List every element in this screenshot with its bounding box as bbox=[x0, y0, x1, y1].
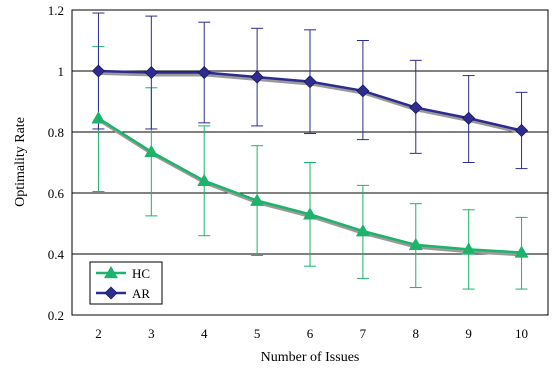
x-tick-label: 7 bbox=[360, 326, 367, 341]
data-point-hc bbox=[355, 224, 370, 237]
legend-label-ar: AR bbox=[132, 286, 150, 301]
x-tick-label: 6 bbox=[307, 326, 314, 341]
data-point-ar bbox=[303, 75, 317, 89]
data-point-hc bbox=[302, 207, 318, 220]
data-point-hc bbox=[408, 237, 423, 251]
x-tick-label: 3 bbox=[148, 326, 155, 341]
data-point-hc bbox=[461, 242, 476, 255]
y-tick-label: 0.2 bbox=[48, 308, 64, 323]
legend-box bbox=[89, 261, 163, 305]
data-point-ar bbox=[197, 65, 211, 80]
series-markers bbox=[91, 64, 529, 258]
y-tick-label: 0.6 bbox=[48, 186, 65, 201]
y-tick-labels: 0.2 0.4 0.6 0.8 1 1.2 bbox=[48, 3, 65, 323]
data-point-hc bbox=[514, 245, 529, 258]
x-tick-label: 5 bbox=[254, 326, 261, 341]
x-tick-label: 2 bbox=[95, 326, 102, 341]
legend-marker-ar bbox=[104, 286, 118, 300]
data-point-ar bbox=[91, 64, 105, 78]
x-tick-label: 8 bbox=[413, 326, 420, 341]
data-point-ar bbox=[462, 111, 476, 125]
data-point-hc bbox=[91, 111, 106, 124]
x-tick-label: 9 bbox=[465, 326, 472, 341]
legend-label-hc: HC bbox=[132, 266, 150, 281]
y-axis-title: Optimality Rate bbox=[13, 117, 28, 207]
y-tick-label: 1.2 bbox=[48, 3, 64, 18]
data-point-hc bbox=[144, 144, 159, 158]
data-point-hc bbox=[250, 193, 265, 206]
data-point-ar bbox=[144, 65, 158, 80]
y-tick-label: 1 bbox=[58, 64, 65, 79]
plot-area-frame bbox=[71, 9, 549, 316]
data-point-ar bbox=[250, 70, 264, 84]
data-point-hc bbox=[197, 173, 212, 186]
x-axis-title: Number of Issues bbox=[261, 350, 360, 365]
data-point-ar bbox=[356, 84, 370, 98]
data-point-ar bbox=[409, 101, 423, 115]
x-tick-label: 4 bbox=[201, 326, 208, 341]
legend: HC AR bbox=[89, 261, 163, 305]
y-tick-label: 0.8 bbox=[48, 125, 64, 140]
data-point-ar bbox=[515, 123, 529, 138]
x-tick-labels: 2 3 4 5 6 7 8 9 10 bbox=[95, 326, 528, 341]
y-tick-label: 0.4 bbox=[48, 247, 65, 262]
x-tick-label: 10 bbox=[515, 326, 528, 341]
legend-marker-hc bbox=[103, 265, 119, 279]
